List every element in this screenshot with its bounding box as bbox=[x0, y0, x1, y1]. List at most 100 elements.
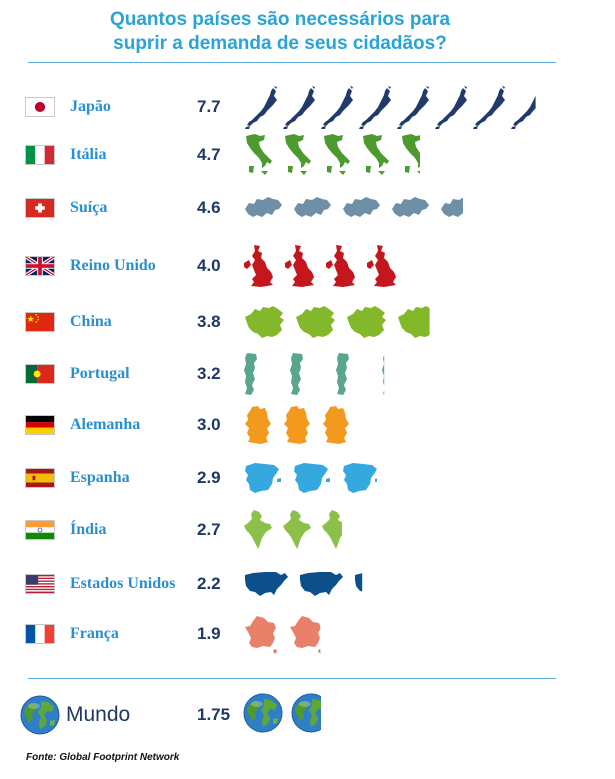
japan-map-icon bbox=[435, 86, 467, 129]
japan-map-icon bbox=[473, 86, 505, 129]
italy-map-icon bbox=[246, 134, 272, 175]
uk-map-icon bbox=[285, 245, 314, 287]
country-row: Japão 7.7 bbox=[0, 85, 615, 135]
flag-japan-icon bbox=[25, 97, 55, 117]
world-icons bbox=[243, 693, 583, 737]
country-row: Suíça 4.6 bbox=[0, 186, 615, 236]
country-name: Japão bbox=[70, 98, 111, 115]
country-value: 4.0 bbox=[197, 256, 221, 275]
country-name: França bbox=[70, 625, 119, 642]
country-row: Espanha 2.9 bbox=[0, 456, 615, 506]
country-value: 2.7 bbox=[197, 520, 221, 539]
country-row: Itália 4.7 bbox=[0, 133, 615, 183]
country-value: 3.8 bbox=[197, 312, 221, 331]
country-row: Índia 2.7 bbox=[0, 508, 615, 558]
title-line-2: suprir a demanda de seus cidadãos? bbox=[113, 33, 447, 54]
india-map-icon bbox=[322, 510, 342, 549]
uk-map-icon bbox=[326, 245, 355, 287]
portugal-map-icon bbox=[290, 353, 303, 395]
country-icons bbox=[243, 352, 583, 396]
uk-map-icon bbox=[367, 245, 396, 287]
japan-map-icon bbox=[511, 95, 536, 129]
japan-map-icon bbox=[321, 86, 353, 129]
country-row: Alemanha 3.0 bbox=[0, 403, 615, 453]
india-map-icon bbox=[244, 510, 272, 549]
country-icons bbox=[243, 562, 583, 606]
flag-india-icon bbox=[25, 520, 55, 540]
japan-map-icon bbox=[283, 86, 315, 129]
title-line-1: Quantos países são necessários para bbox=[109, 9, 451, 30]
country-row: Portugal 3.2 bbox=[0, 352, 615, 402]
france-map-icon bbox=[290, 616, 321, 654]
country-value: 4.6 bbox=[197, 198, 221, 217]
portugal-map-icon bbox=[244, 353, 257, 395]
uk-map-icon bbox=[244, 245, 273, 287]
country-value: 7.7 bbox=[197, 97, 221, 116]
japan-map-icon bbox=[397, 86, 429, 129]
country-value: 2.2 bbox=[197, 574, 221, 593]
flag-italy-icon bbox=[25, 145, 55, 165]
flag-france-icon bbox=[25, 624, 55, 644]
top-divider bbox=[28, 62, 556, 63]
china-map-icon bbox=[296, 306, 335, 338]
country-value: 3.0 bbox=[197, 415, 221, 434]
flag-uk-icon bbox=[25, 256, 55, 276]
globe-icon bbox=[243, 693, 283, 733]
globe-icon bbox=[20, 695, 60, 735]
flag-germany-icon bbox=[25, 415, 55, 435]
country-icons bbox=[243, 85, 583, 129]
country-value: 1.9 bbox=[197, 624, 221, 643]
japan-map-icon bbox=[245, 86, 277, 129]
flag-china-icon bbox=[25, 312, 55, 332]
country-name: Alemanha bbox=[70, 416, 141, 433]
swiss-map-icon bbox=[441, 197, 463, 217]
usa-map-icon bbox=[355, 573, 363, 592]
flag-swiss-icon bbox=[25, 198, 55, 218]
country-icons bbox=[243, 133, 583, 177]
spain-map-icon bbox=[343, 463, 377, 493]
country-icons bbox=[243, 508, 583, 552]
country-name: Índia bbox=[70, 521, 107, 538]
swiss-map-icon bbox=[245, 197, 282, 217]
country-name: Reino Unido bbox=[70, 257, 156, 274]
italy-map-icon bbox=[285, 134, 311, 175]
spain-map-icon bbox=[294, 463, 330, 493]
country-name: Portugal bbox=[70, 365, 130, 382]
country-row: Estados Unidos 2.2 bbox=[0, 562, 615, 612]
china-map-icon bbox=[398, 306, 430, 338]
country-row: China 3.8 bbox=[0, 300, 615, 350]
globe-icon bbox=[291, 693, 321, 733]
country-row: Reino Unido 4.0 bbox=[0, 244, 615, 294]
country-icons bbox=[243, 244, 583, 288]
italy-map-icon bbox=[324, 134, 350, 175]
india-map-icon bbox=[283, 510, 311, 549]
country-name: Suíça bbox=[70, 199, 108, 216]
country-icons bbox=[243, 300, 583, 344]
usa-map-icon bbox=[245, 572, 288, 596]
swiss-map-icon bbox=[294, 197, 331, 217]
world-label: Mundo bbox=[66, 703, 131, 726]
country-value: 3.2 bbox=[197, 364, 221, 383]
china-map-icon bbox=[347, 306, 386, 338]
swiss-map-icon bbox=[392, 197, 429, 217]
country-icons bbox=[243, 186, 583, 230]
country-value: 2.9 bbox=[197, 468, 221, 487]
france-map-icon bbox=[245, 616, 277, 654]
china-map-icon bbox=[245, 306, 284, 338]
chart-title: Quantos países são necessários para supr… bbox=[0, 8, 560, 56]
japan-map-icon bbox=[359, 86, 391, 129]
germany-map-icon bbox=[245, 406, 271, 444]
country-icons bbox=[243, 403, 583, 447]
source-note: Fonte: Global Footprint Network bbox=[26, 752, 180, 763]
flag-usa-icon bbox=[25, 574, 55, 594]
spain-map-icon bbox=[245, 463, 281, 493]
country-name: China bbox=[70, 313, 112, 330]
portugal-map-icon bbox=[382, 354, 385, 395]
country-row: França 1.9 bbox=[0, 612, 615, 662]
flag-portugal-icon bbox=[25, 364, 55, 384]
germany-map-icon bbox=[284, 406, 310, 444]
italy-map-icon bbox=[402, 134, 420, 174]
usa-map-icon bbox=[300, 572, 343, 596]
country-icons bbox=[243, 612, 583, 656]
country-value: 4.7 bbox=[197, 145, 221, 164]
